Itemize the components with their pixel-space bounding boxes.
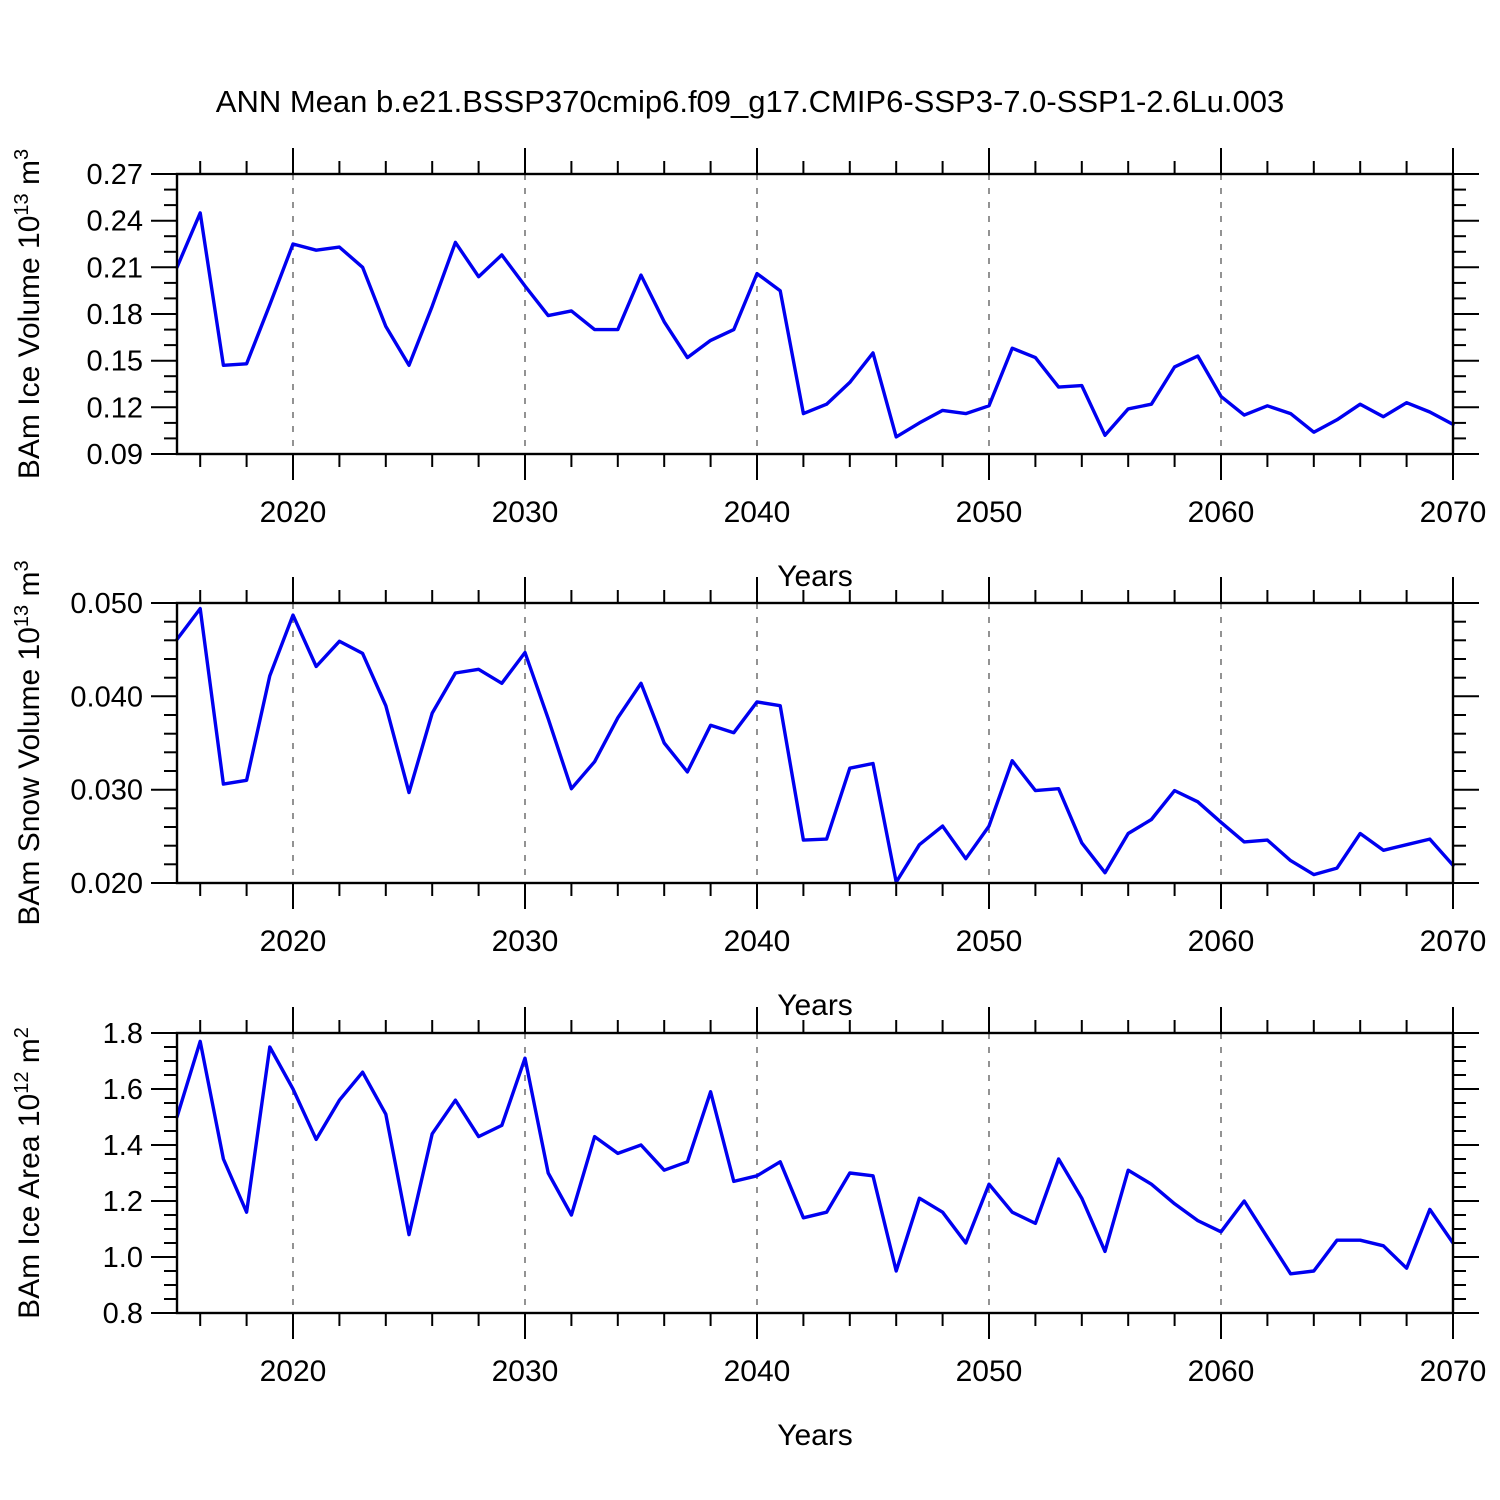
y-axis-title-text: BAm Ice Area 10: [13, 1093, 46, 1319]
gridlines: [292, 603, 1222, 883]
gridlines: [292, 174, 1222, 454]
y-tick-labels: 0.8 1.0 1.2 1.4 1.6 1.8: [103, 1018, 143, 1330]
plot-frame: [175, 172, 1455, 456]
y-tick-label: 0.27: [87, 159, 143, 191]
y-ticks: [151, 173, 1479, 455]
y-ticks: [151, 602, 1479, 884]
x-axis-title: Years: [777, 1419, 853, 1452]
y-axis-title-ice-volume: BAm Ice Volume 1013 m3: [11, 148, 47, 480]
y-tick-label: 0.020: [70, 868, 143, 900]
y-tick-label: 0.15: [87, 346, 143, 378]
y-tick-label: 0.050: [70, 588, 143, 620]
y-tick-label: 1.2: [103, 1186, 143, 1218]
y-tick-label: 0.040: [70, 681, 143, 713]
y-axis-title-unit: m: [13, 160, 46, 194]
x-tick-label: 2070: [1420, 1355, 1487, 1388]
y-tick-label: 0.09: [87, 439, 143, 471]
x-axis-title: Years: [777, 989, 853, 1022]
y-tick-label: 1.4: [103, 1130, 143, 1162]
plot-frame: [175, 1031, 1455, 1315]
y-axis-title-exponent: 12: [11, 1071, 33, 1094]
y-axis-title-snow-volume: BAm Snow Volume 1013 m3: [11, 560, 47, 926]
y-axis-title-exponent: 13: [11, 604, 33, 628]
x-tick-label: 2020: [260, 1355, 327, 1388]
x-tick-label: 2060: [1188, 496, 1255, 529]
plot-frame: [175, 601, 1455, 885]
y-tick-label: 0.21: [87, 252, 143, 284]
y-axis-title-unit-exponent: 3: [11, 148, 33, 161]
x-tick-label: 2030: [492, 1355, 559, 1388]
x-ticks: [199, 1007, 1454, 1339]
y-tick-label: 1.0: [103, 1242, 143, 1274]
x-tick-labels: 2020 2030 2040 2050 2060 2070: [260, 496, 1487, 529]
x-tick-label: 2030: [492, 496, 559, 529]
x-tick-label: 2070: [1420, 925, 1487, 958]
y-axis-title-unit: m: [13, 1038, 46, 1072]
x-tick-label: 2060: [1188, 1355, 1255, 1388]
y-axis-title-unit-exponent: 2: [11, 1027, 33, 1039]
series-ice-volume: [175, 211, 1455, 439]
y-tick-label: 0.8: [103, 1298, 143, 1330]
x-ticks: [199, 148, 1454, 480]
x-tick-labels: 2020 2030 2040 2050 2060 2070: [260, 925, 1487, 958]
panel-snow-volume: 0.020 0.030 0.040 0.050 2020 2030 2040 2050 2060…: [70, 577, 1486, 1022]
y-tick-label: 0.030: [70, 775, 143, 807]
y-tick-labels: 0.09 0.12 0.15 0.18 0.21 0.24 0.27: [87, 159, 143, 471]
series-snow-volume: [175, 606, 1455, 884]
y-axis-title-text: BAm Snow Volume 10: [13, 627, 46, 926]
y-axis-title-unit-exponent: 3: [11, 560, 33, 572]
y-tick-label: 0.12: [87, 392, 143, 424]
y-tick-labels: 0.020 0.030 0.040 0.050: [70, 588, 143, 900]
x-tick-label: 2070: [1420, 496, 1487, 529]
x-tick-label: 2020: [260, 496, 327, 529]
y-axis-title-exponent: 13: [11, 193, 33, 216]
x-tick-label: 2040: [724, 1355, 791, 1388]
x-ticks: [199, 577, 1454, 909]
y-tick-label: 0.24: [87, 206, 143, 238]
y-axis-title-text: BAm Ice Volume 10: [13, 215, 46, 480]
y-tick-label: 1.6: [103, 1074, 143, 1106]
x-axis-title: Years: [777, 560, 853, 593]
panel-ice-volume: 0.09 0.12 0.15 0.18 0.21 0.24 0.27 2020 2030 2040…: [87, 148, 1487, 593]
x-tick-label: 2040: [724, 925, 791, 958]
chart-title: ANN Mean b.e21.BSSP370cmip6.f09_g17.CMIP…: [215, 84, 1285, 119]
x-tick-label: 2020: [260, 925, 327, 958]
x-tick-labels: 2020 2030 2040 2050 2060 2070: [260, 1355, 1487, 1388]
y-tick-label: 1.8: [103, 1018, 143, 1050]
y-tick-label: 0.18: [87, 299, 143, 331]
series-ice-area: [175, 1039, 1455, 1276]
gridlines: [292, 1033, 1222, 1313]
y-ticks: [151, 1032, 1479, 1314]
y-axis-title-unit: m: [13, 571, 46, 605]
x-tick-label: 2030: [492, 925, 559, 958]
x-tick-label: 2050: [956, 496, 1023, 529]
x-tick-label: 2050: [956, 1355, 1023, 1388]
y-axis-title-ice-area: BAm Ice Area 1012 m2: [11, 1027, 47, 1319]
x-tick-label: 2060: [1188, 925, 1255, 958]
x-tick-label: 2040: [724, 496, 791, 529]
x-tick-label: 2050: [956, 925, 1023, 958]
